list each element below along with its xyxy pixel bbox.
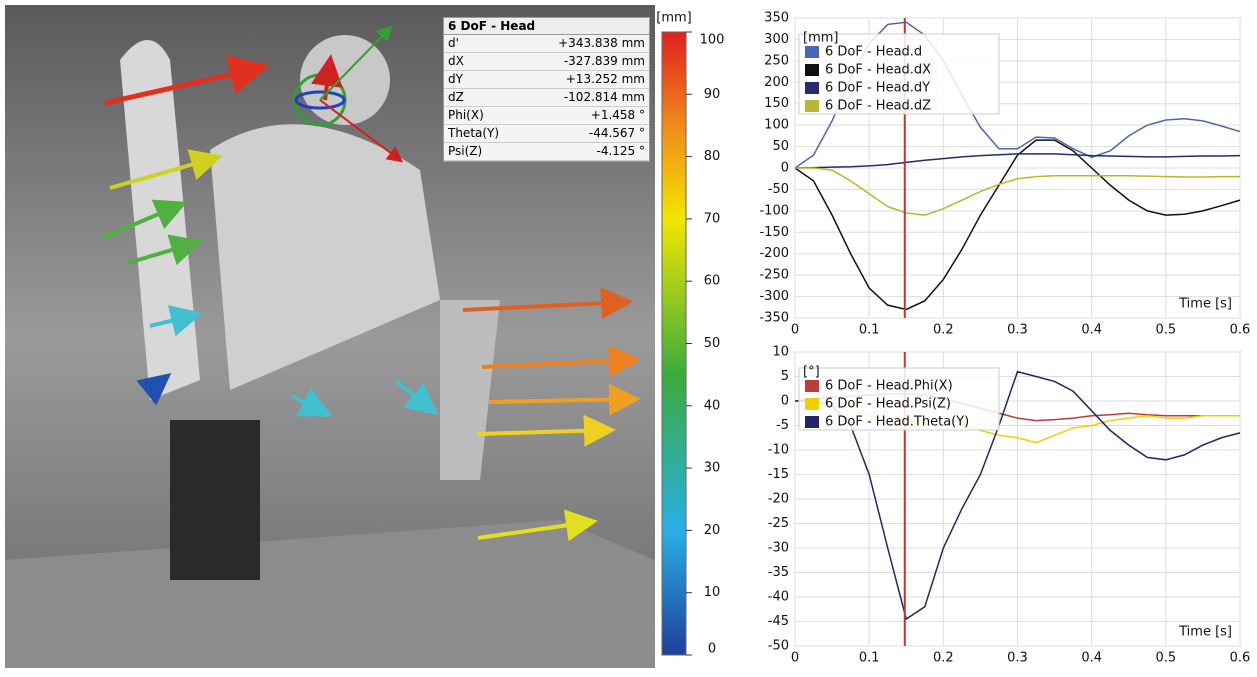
y-tick-label: 200 [764,75,789,90]
colorbar-tick-label: 70 [704,211,721,226]
legend-swatch [805,46,819,58]
x-tick-label: 0.5 [1155,651,1176,666]
cell-value: -4.125 ° [597,143,646,160]
y-tick-label: 0 [781,161,789,176]
page: [mm] 0102030405060708090100-350-300-250-… [0,0,1257,673]
y-tick-label: 100 [764,118,789,133]
x-tick-label: 0.5 [1155,323,1176,338]
y-tick-label: 5 [781,369,789,384]
legend-swatch [805,100,819,112]
colorbar-tick-label: 0 [708,642,716,657]
colorbar-tick-label: 10 [704,585,721,600]
table-row: Phi(X) +1.458 ° [444,107,649,125]
unit-label: [mm] [803,31,838,46]
x-tick-label: 0.3 [1007,323,1028,338]
table-row: d' +343.838 mm [444,35,649,53]
table-row: Theta(Y) -44.567 ° [444,125,649,143]
legend-label: 6 DoF - Head.Phi(X) [825,379,953,394]
y-tick-label: -10 [768,443,789,458]
x-tick-label: 0.4 [1081,323,1102,338]
y-tick-label: 300 [764,32,789,47]
y-tick-label: -150 [759,225,789,240]
colorbar-unit: [mm] [656,11,691,26]
y-tick-label: 250 [764,53,789,68]
cell-value: +343.838 mm [558,35,645,52]
y-tick-label: -30 [768,541,789,556]
colorbar [662,32,686,655]
y-tick-label: -45 [768,614,789,629]
table-row: dX -327.839 mm [444,53,649,71]
y-tick-label: -200 [759,246,789,261]
x-tick-label: 0.2 [933,323,954,338]
legend: [°] 6 DoF - Head.Phi(X) 6 DoF - Head.Psi(Z… [799,365,999,431]
y-tick-label: -5 [776,418,789,433]
y-tick-label: -40 [768,590,789,605]
table-row: Psi(Z) -4.125 ° [444,143,649,161]
colorbar-tick-label: 30 [704,461,721,476]
colorbar-tick-label: 20 [704,523,721,538]
table-title: 6 DoF - Head [444,18,649,35]
cell-label: Phi(X) [448,107,484,124]
x-tick-label: 0 [791,651,799,666]
x-tick-label: 0.1 [859,651,880,666]
y-tick-label: -20 [768,492,789,507]
x-tick-label: 0 [791,323,799,338]
y-tick-label: 50 [772,139,789,154]
cell-label: d' [448,35,459,52]
legend-swatch [805,416,819,428]
x-tick-label: 0.3 [1007,651,1028,666]
y-tick-label: -25 [768,516,789,531]
colorbar-tick-label: 50 [704,336,721,351]
legend-label: 6 DoF - Head.d [825,45,922,60]
table-row: dY +13.252 mm [444,71,649,89]
colorbar-tick-label: 90 [704,87,721,102]
x-tick-label: 0.6 [1230,323,1251,338]
x-axis-label: Time [s] [1178,625,1232,640]
cell-value: +13.252 mm [566,71,645,88]
x-tick-label: 0.1 [859,323,880,338]
cell-label: Psi(Z) [448,143,482,160]
cell-label: dZ [448,89,464,106]
y-tick-label: -15 [768,467,789,482]
legend-label: 6 DoF - Head.Psi(Z) [825,397,951,412]
colorbar-tick-label: 60 [704,274,721,289]
legend-swatch [805,380,819,392]
cell-value: -44.567 ° [589,125,645,142]
x-tick-label: 0.4 [1081,651,1102,666]
unit-label: [°] [803,365,820,380]
cell-value: -102.814 mm [564,89,645,106]
legend-label: 6 DoF - Head.dZ [825,99,931,114]
y-tick-label: -250 [759,268,789,283]
legend-swatch [805,64,819,76]
x-tick-label: 0.6 [1230,651,1251,666]
cell-label: dX [448,53,464,70]
legend-label: 6 DoF - Head.Theta(Y) [825,415,969,430]
cell-label: Theta(Y) [448,125,499,142]
legend-swatch [805,398,819,410]
cell-value: -327.839 mm [564,53,645,70]
y-tick-label: 10 [772,345,789,360]
legend-label: 6 DoF - Head.dY [825,81,930,96]
colorbar-tick-label: 100 [700,33,725,48]
y-tick-label: -100 [759,203,789,218]
x-axis-label: Time [s] [1178,297,1232,312]
x-tick-label: 0.2 [933,651,954,666]
y-tick-label: -300 [759,289,789,304]
y-tick-label: -50 [768,639,789,654]
y-tick-label: 350 [764,11,789,26]
y-tick-label: -350 [759,311,789,326]
y-tick-label: -35 [768,565,789,580]
colorbar-tick-label: 40 [704,398,721,413]
legend-swatch [805,82,819,94]
legend: [mm]6 DoF - Head.d 6 DoF - Head.dX 6 DoF -… [799,31,999,115]
y-tick-label: 150 [764,96,789,111]
y-tick-label: 0 [781,394,789,409]
legend-label: 6 DoF - Head.dX [825,63,931,78]
y-tick-label: -50 [768,182,789,197]
cell-value: +1.458 ° [591,107,645,124]
colorbar-tick-label: 80 [704,149,721,164]
table-row: dZ -102.814 mm [444,89,649,107]
cell-label: dY [448,71,463,88]
